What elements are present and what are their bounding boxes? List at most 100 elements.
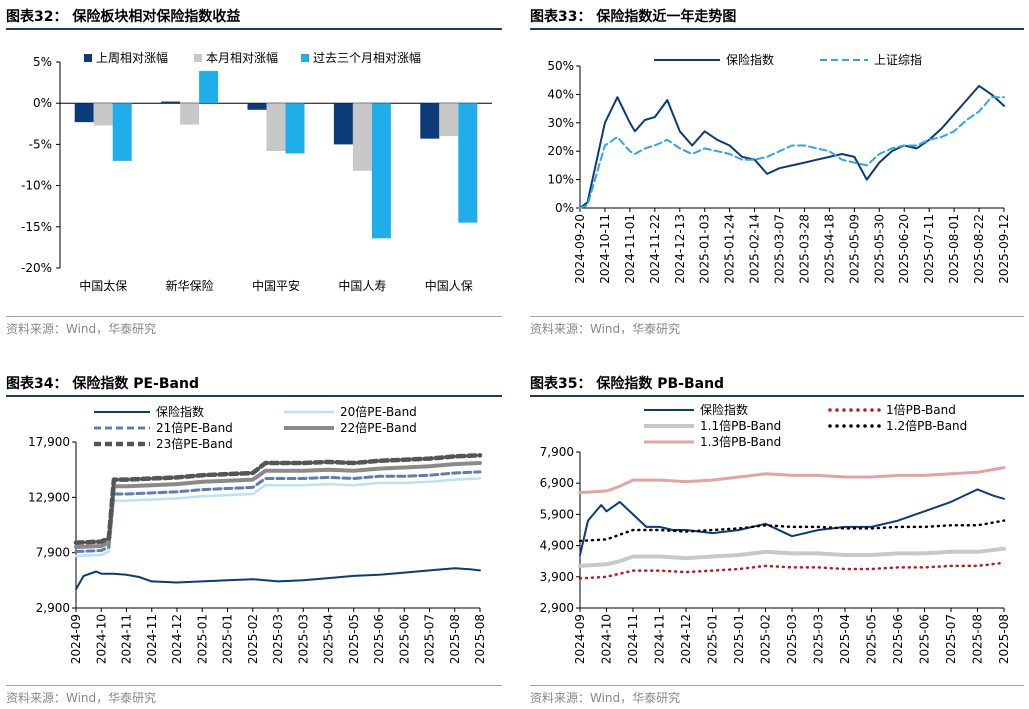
bar-1-4 (333, 103, 353, 145)
x-tick-label: 2025-07 (423, 614, 437, 664)
legend-label: 1.2倍PB-Band (886, 418, 967, 433)
source-note: 资料来源：Wind，华泰研究 (530, 322, 681, 336)
y-tick-label: 0% (555, 201, 574, 215)
x-tick-label: 2025-08 (997, 614, 1011, 664)
chart-title-33: 图表33： 保险指数近一年走势图 (530, 9, 737, 25)
legend-label: 20倍PE-Band (340, 404, 417, 419)
y-tick-label: 5% (33, 55, 52, 69)
legend-label: 本月相对涨幅 (206, 50, 278, 65)
x-tick-label: 中国人寿 (338, 278, 386, 293)
x-tick-label: 2025-07-11 (922, 214, 936, 284)
chart-title-35: 图表35： 保险指数 PB-Band (530, 376, 725, 392)
x-tick-label: 2025-04 (838, 614, 852, 664)
legend-label: 上周相对涨幅 (96, 50, 168, 65)
y-tick-label: 2,900 (540, 601, 574, 615)
y-tick-label: 10% (547, 173, 574, 187)
bar-chart-relative-return: 5% 0% -5% -10% -15% -20% 中国太保 新华保险 中国平安 中国人寿 中国人保 上… (21, 50, 492, 293)
x-tick-label: 2024-11 (653, 614, 667, 664)
y-tick-label: -10% (21, 179, 52, 193)
x-tick-label: 2025-08 (448, 614, 462, 664)
y-tick-label: 0% (33, 96, 52, 110)
y-tick-label: -20% (21, 261, 52, 275)
x-tick-label: 2024-12-13 (673, 214, 687, 284)
series-line-4 (74, 461, 482, 550)
x-tick-label: 2025-03 (785, 614, 799, 664)
bar-2-3 (266, 103, 286, 151)
x-tick-label: 2025-04 (322, 614, 336, 664)
chart-title-34: 图表34： 保险指数 PE-Band (6, 376, 199, 392)
legend-label: 21倍PE-Band (156, 420, 233, 435)
x-tick-label: 2025-09-12 (997, 214, 1011, 284)
x-tick-label: 中国太保 (79, 278, 127, 293)
legend-label: 1.1倍PB-Band (700, 418, 781, 433)
source-rule (530, 316, 1024, 317)
x-tick-label: 2025-08-01 (947, 214, 961, 284)
bar-1-1 (74, 103, 94, 123)
bar-3-4 (371, 103, 391, 239)
x-tick-label: 2025-02 (246, 614, 260, 664)
series-line-1 (579, 488, 1005, 556)
x-tick-label: 2025-03 (271, 614, 285, 664)
bar-2-1 (93, 103, 113, 126)
bar-3-3 (285, 103, 305, 154)
x-tick-label: 2025-02-14 (748, 214, 762, 284)
legend-label: 过去三个月相对涨幅 (313, 50, 421, 65)
legend-swatch (84, 54, 92, 62)
source-rule (6, 316, 502, 317)
bar-1-5 (420, 103, 440, 139)
source-rule (6, 685, 502, 686)
series-line-1 (75, 567, 481, 591)
x-tick-label: 2024-11 (145, 614, 159, 664)
series-line-1 (579, 84, 1005, 209)
x-tick-label: 2025-01-24 (723, 214, 737, 284)
y-tick-label: 6,900 (540, 476, 574, 490)
legend-label: 23倍PE-Band (156, 436, 233, 451)
x-tick-label: 2025-05-09 (847, 214, 861, 284)
series-line-5 (73, 453, 483, 545)
x-tick-label: 新华保险 (166, 278, 214, 293)
legend-label: 1倍PB-Band (886, 402, 956, 417)
legend-label: 保险指数 (726, 52, 774, 67)
bar-3-1 (112, 103, 132, 161)
x-tick-label: 2025-01-03 (698, 214, 712, 284)
bar-3-2 (199, 71, 219, 104)
source-note: 资料来源：Wind，华泰研究 (6, 322, 157, 336)
bar-2-5 (439, 103, 459, 137)
line-chart-pe-band: 2,900 7,900 12,900 17,900 2024-09 2024-10 2024… (28, 404, 487, 664)
source-note: 资料来源：Wind，华泰研究 (6, 691, 157, 705)
x-tick-label: 2025-03-28 (797, 214, 811, 284)
x-tick-label: 2025-05 (347, 614, 361, 664)
x-tick-label: 2025-05 (865, 614, 879, 664)
x-tick-label: 2024-10 (94, 614, 108, 664)
x-tick-label: 2025-07 (944, 614, 958, 664)
y-tick-label: 2,900 (36, 601, 70, 615)
x-tick-label: 2025-08 (971, 614, 985, 664)
legend-swatch (194, 54, 202, 62)
y-tick-label: 17,900 (28, 435, 70, 449)
line-chart-pb-band: 2,900 3,900 4,900 5,900 6,900 7,900 2024-09 202… (540, 402, 1011, 664)
y-tick-label: -5% (29, 137, 52, 151)
x-tick-label: 2025-06 (918, 614, 932, 664)
bar-1-2 (161, 101, 181, 104)
x-tick-label: 2024-09 (573, 614, 587, 664)
bar-1-3 (247, 103, 267, 110)
x-tick-label: 2024-09 (69, 614, 83, 664)
y-tick-label: 4,900 (540, 539, 574, 553)
bar-2-2 (180, 103, 200, 125)
x-tick-label: 2024-11 (120, 614, 134, 664)
series-line-3 (578, 546, 1006, 568)
title-rule (6, 395, 502, 397)
x-tick-label: 2024-11-01 (623, 214, 637, 284)
y-tick-label: 5,900 (540, 507, 574, 521)
source-note: 资料来源：Wind，华泰研究 (530, 691, 681, 705)
x-tick-label: 2024-11-22 (648, 214, 662, 284)
x-tick-label: 2024-11 (626, 614, 640, 664)
y-tick-label: 20% (547, 144, 574, 158)
legend-label: 1.3倍PB-Band (700, 434, 781, 449)
bar-2-4 (352, 103, 372, 171)
x-tick-label: 中国平安 (252, 278, 300, 293)
x-tick-label: 2025-06 (891, 614, 905, 664)
y-tick-label: 7,900 (540, 445, 574, 459)
legend-label: 22倍PE-Band (340, 420, 417, 435)
y-tick-label: -15% (21, 220, 52, 234)
